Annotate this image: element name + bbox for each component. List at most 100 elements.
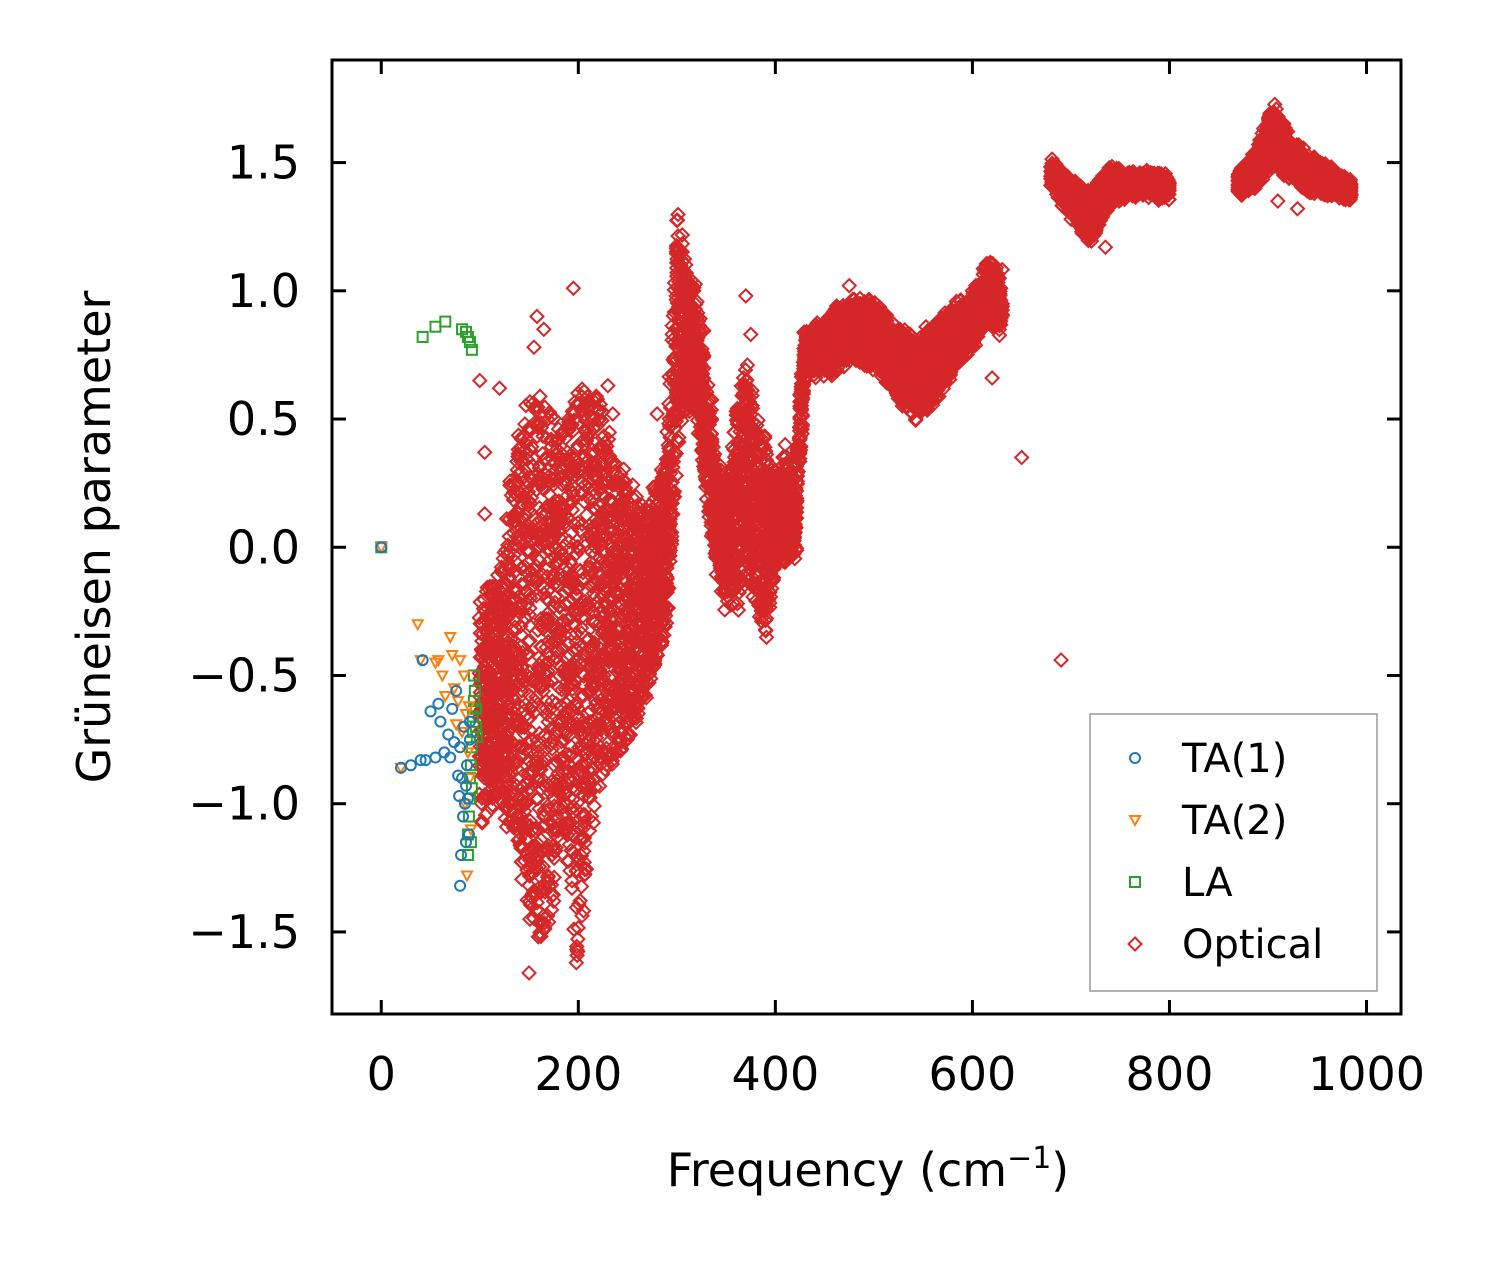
data-point <box>532 414 549 431</box>
data-point <box>498 707 515 724</box>
data-point <box>497 631 514 648</box>
data-point <box>540 610 557 627</box>
data-point <box>573 847 590 864</box>
data-point <box>546 410 563 427</box>
data-point <box>505 699 522 715</box>
data-point <box>512 595 529 612</box>
data-point <box>557 595 574 612</box>
data-point <box>564 502 581 518</box>
data-point <box>585 814 602 831</box>
data-point <box>590 673 607 690</box>
data-point <box>586 798 603 814</box>
data-point <box>531 858 548 875</box>
data-point <box>564 416 580 433</box>
data-point <box>484 790 501 807</box>
data-point <box>534 445 551 462</box>
data-point <box>544 740 561 757</box>
data-point <box>508 487 525 504</box>
data-point <box>557 514 574 531</box>
axis-ticks <box>332 60 1401 1014</box>
plot-frame <box>330 58 1403 1016</box>
data-point <box>505 716 522 733</box>
data-point <box>516 442 533 459</box>
data-point <box>565 804 582 821</box>
data-point <box>575 843 592 860</box>
data-point <box>532 388 548 405</box>
data-point <box>546 472 563 489</box>
series-optical <box>471 96 1359 981</box>
data-point <box>530 399 546 416</box>
data-point <box>529 894 546 911</box>
data-point <box>539 674 556 691</box>
data-point <box>580 774 597 791</box>
data-point <box>501 568 518 585</box>
data-point <box>538 611 555 627</box>
data-point <box>592 718 609 735</box>
data-point <box>573 609 590 626</box>
data-point <box>532 755 549 772</box>
data-point <box>536 750 553 767</box>
data-point <box>592 396 609 413</box>
data-point <box>530 790 546 807</box>
data-point <box>582 558 599 575</box>
data-point <box>540 914 557 930</box>
data-point <box>546 850 563 867</box>
data-point <box>544 693 561 709</box>
data-point <box>572 757 589 774</box>
data-point <box>560 635 577 652</box>
data-point <box>539 907 556 924</box>
data-point <box>568 938 585 955</box>
data-point <box>594 412 610 429</box>
data-point <box>587 692 604 709</box>
data-point <box>529 820 546 837</box>
data-point <box>573 878 590 895</box>
data-point <box>565 422 582 439</box>
data-point <box>570 579 587 596</box>
data-point <box>569 464 586 481</box>
data-point <box>546 455 563 472</box>
data-point <box>576 449 593 466</box>
data-point <box>512 807 529 824</box>
data-point <box>586 589 603 606</box>
data-point <box>549 776 565 793</box>
data-point <box>566 458 582 475</box>
data-point <box>517 610 534 627</box>
data-point <box>535 843 552 860</box>
data-point <box>587 485 604 502</box>
data-point <box>569 947 586 964</box>
data-point <box>581 783 597 799</box>
data-point <box>551 798 567 815</box>
data-point <box>544 610 561 627</box>
data-point <box>514 795 531 812</box>
data-point <box>551 667 568 684</box>
data-point <box>541 541 558 558</box>
data-point <box>520 645 536 662</box>
data-point <box>545 886 562 903</box>
data-point <box>546 869 563 886</box>
data-point <box>566 488 582 505</box>
data-point <box>561 533 578 550</box>
data-point <box>530 848 546 864</box>
data-point <box>568 625 585 642</box>
data-point <box>591 778 608 795</box>
data-point <box>506 546 523 563</box>
data-point <box>513 453 530 470</box>
data-point <box>551 524 567 541</box>
data-point <box>570 700 586 717</box>
data-point <box>512 597 529 614</box>
data-point <box>522 722 539 739</box>
data-point <box>530 551 546 568</box>
data-point <box>514 644 531 661</box>
data-point <box>578 396 595 413</box>
data-point <box>578 861 595 878</box>
data-point <box>587 779 604 796</box>
data-point <box>548 839 565 856</box>
data-point <box>498 739 515 755</box>
data-point <box>509 474 526 491</box>
data-point <box>513 682 530 699</box>
data-point <box>533 677 550 694</box>
data-point <box>522 632 538 649</box>
data-point <box>561 416 578 433</box>
data-point <box>570 853 587 870</box>
